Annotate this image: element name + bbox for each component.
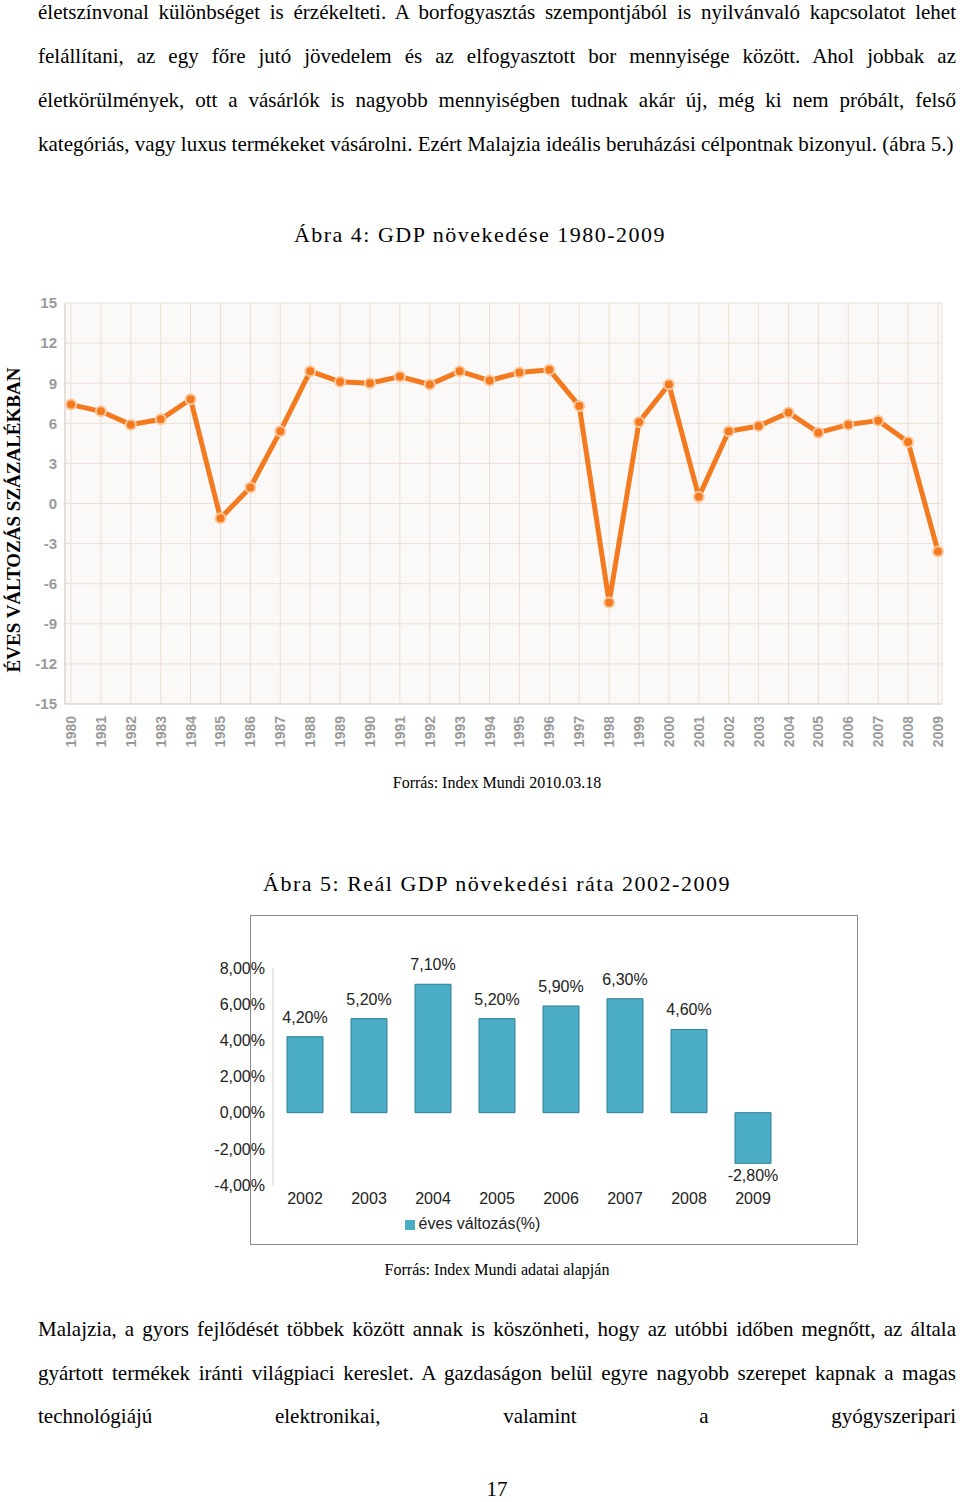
svg-text:2003: 2003 [351,1190,387,1207]
svg-text:2007: 2007 [607,1190,643,1207]
svg-text:1996: 1996 [541,716,557,747]
svg-text:1985: 1985 [212,716,228,747]
html-text:Ábra 5: Reál GDP növekedési rá: Ábra 5: Reál GDP növekedési ráta 2002-20… [263,871,731,896]
svg-text:0: 0 [49,495,57,512]
svg-text:-12: -12 [35,655,57,672]
svg-text:-6: -6 [44,575,57,592]
svg-text:2005: 2005 [810,716,826,747]
svg-text:1997: 1997 [571,716,587,747]
svg-text:5,20%: 5,20% [474,991,519,1008]
svg-text:12: 12 [40,334,57,351]
html-text:Forrás: Index Mundi 2010.03.18: Forrás: Index Mundi 2010.03.18 [392,774,602,791]
svg-text:2007: 2007 [870,716,886,747]
svg-text:1984: 1984 [183,716,199,747]
svg-text:1988: 1988 [302,716,318,747]
svg-text:3: 3 [49,455,57,472]
svg-text:-9: -9 [44,615,57,632]
svg-text:1990: 1990 [362,716,378,747]
svg-text:2008: 2008 [900,716,916,747]
svg-text:0,00%: 0,00% [220,1104,265,1121]
svg-text:2004: 2004 [415,1190,451,1207]
svg-text:1986: 1986 [242,716,258,747]
svg-text:2001: 2001 [691,716,707,747]
svg-text:7,10%: 7,10% [410,956,455,973]
svg-text:-4,00%: -4,00% [214,1177,265,1194]
svg-text:5,20%: 5,20% [346,991,391,1008]
svg-text:1995: 1995 [511,716,527,747]
svg-text:9: 9 [49,375,57,392]
svg-text:2005: 2005 [479,1190,515,1207]
svg-text:4,00%: 4,00% [220,1032,265,1049]
svg-text:1983: 1983 [153,716,169,747]
svg-text:2004: 2004 [781,716,797,747]
svg-text:1991: 1991 [392,716,408,747]
svg-text:2002: 2002 [287,1190,323,1207]
svg-text:1994: 1994 [482,716,498,747]
svg-text:2009: 2009 [735,1190,771,1207]
svg-text:1980: 1980 [63,716,79,747]
svg-text:2000: 2000 [661,716,677,747]
svg-text:4,20%: 4,20% [282,1009,327,1026]
svg-text:6: 6 [49,415,57,432]
html-text:életszínvonal különbséget is é: életszínvonal különbséget is érzékelteti… [38,0,956,156]
svg-text:-3: -3 [44,535,57,552]
svg-text:2003: 2003 [751,716,767,747]
svg-text:2008: 2008 [671,1190,707,1207]
html-text:éves változás(%): éves változás(%) [418,1215,541,1232]
svg-text:1981: 1981 [93,716,109,747]
svg-text:2006: 2006 [840,716,856,747]
svg-text:2002: 2002 [721,716,737,747]
svg-text:2006: 2006 [543,1190,579,1207]
svg-text:1982: 1982 [123,716,139,747]
svg-text:1999: 1999 [631,716,647,747]
svg-text:1987: 1987 [272,716,288,747]
svg-text:1992: 1992 [422,716,438,747]
svg-text:6,00%: 6,00% [220,996,265,1013]
svg-text:-2,00%: -2,00% [214,1141,265,1158]
svg-text:2,00%: 2,00% [220,1068,265,1085]
html-text:Ábra 4: GDP növekedése 1980-20: Ábra 4: GDP növekedése 1980-2009 [293,222,667,247]
svg-text:15: 15 [40,294,57,311]
svg-text:2009: 2009 [930,716,946,747]
svg-text:-2,80%: -2,80% [728,1167,779,1184]
svg-text:4,60%: 4,60% [666,1001,711,1018]
svg-text:-15: -15 [35,695,57,712]
html-text:17: 17 [486,1477,508,1501]
svg-text:6,30%: 6,30% [602,971,647,988]
svg-text:8,00%: 8,00% [220,960,265,977]
svg-text:5,90%: 5,90% [538,978,583,995]
svg-text:1989: 1989 [332,716,348,747]
html-text:Forrás: Index Mundi adatai ala: Forrás: Index Mundi adatai alapján [384,1261,610,1278]
svg-text:1993: 1993 [452,716,468,747]
html-text:ÉVES VÁLTOZÁS SZÁZALÉKBAN: ÉVES VÁLTOZÁS SZÁZALÉKBAN [3,367,24,673]
svg-text:1998: 1998 [601,716,617,747]
html-text:Malajzia, a gyors fejlődését t: Malajzia, a gyors fejlődését többek közö… [38,1317,956,1428]
